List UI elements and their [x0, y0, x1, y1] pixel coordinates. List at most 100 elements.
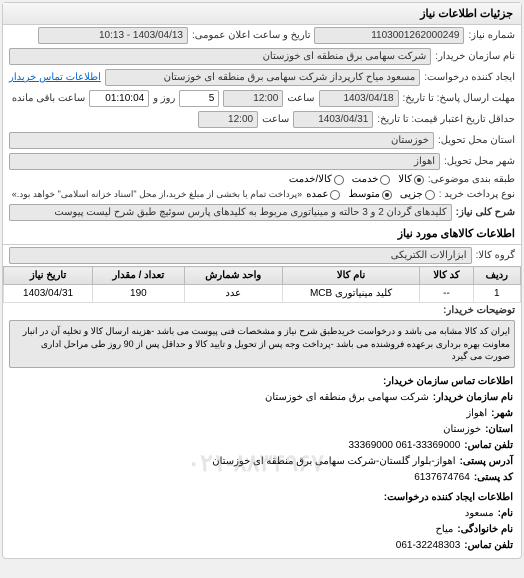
need-number-label: شماره نیاز:	[468, 30, 515, 41]
budget-label: طبقه بندی موضوعی:	[428, 174, 515, 185]
row-need-desc: شرح کلی نیاز: کلیدهای گردان 2 و 3 حالته …	[3, 202, 521, 223]
th-name: نام کالا	[282, 267, 420, 285]
cb-city-label: شهر:	[491, 406, 513, 422]
cr-family: میاح	[435, 522, 453, 538]
cb-postal: اهواز-بلوار گلستان-شرکت سهامی برق منطقه …	[212, 454, 455, 470]
requester-value: مسعود میاح کارپرداز شرکت سهامی برق منطقه…	[105, 69, 420, 86]
radio-icon	[330, 190, 340, 200]
budget-opt3[interactable]: کالا/خدمت	[289, 174, 344, 185]
row-province: استان محل تحویل: خوزستان	[3, 130, 521, 151]
cr-name: مسعود	[465, 506, 494, 522]
row-buytype: نوع پرداخت خرید : جزیی متوسط عمده «پرداخ…	[3, 187, 521, 202]
row-validity: حداقل تاریخ اعتبار قیمت: تا تاریخ: 1403/…	[3, 109, 521, 130]
th-code: کد کالا	[420, 267, 473, 285]
cell-code: --	[420, 285, 473, 303]
cr-name-label: نام:	[498, 506, 513, 522]
cell-qty: 190	[93, 285, 185, 303]
buyer-note-text: ایران کد کالا مشابه می باشد و درخواست خر…	[9, 320, 515, 368]
time-label-1: ساعت	[287, 93, 314, 104]
province-label: استان محل تحویل:	[438, 135, 515, 146]
contact-buyer-title: اطلاعات تماس سازمان خریدار:	[383, 374, 513, 390]
table-row[interactable]: 1 -- کلید مینیاتوری MCB عدد 190 1403/04/…	[4, 285, 521, 303]
buytype-opt3[interactable]: عمده	[306, 189, 340, 200]
city-value: اهواز	[9, 153, 440, 170]
deadline-date: 1403/04/18	[319, 90, 399, 107]
th-date: تاریخ نیاز	[4, 267, 93, 285]
time-label-2: ساعت	[262, 114, 289, 125]
deadline-label: مهلت ارسال پاسخ: تا تاریخ:	[403, 93, 515, 104]
buytype-opt1[interactable]: جزیی	[400, 189, 435, 200]
contact-req-title: اطلاعات ایجاد کننده درخواست:	[384, 490, 513, 506]
row-group: گروه کالا: ابزارالات الکتریکی	[3, 245, 521, 266]
cb-postcode: 6137674764	[414, 470, 470, 486]
buyer-note-label: توضیحات خریدار:	[443, 305, 515, 316]
contact-buyer-section: ۰۲۱-۸۸۳۴۹۶۷۰ اطلاعات تماس سازمان خریدار:…	[3, 370, 521, 558]
contact-link[interactable]: اطلاعات تماس خریدار	[9, 72, 101, 83]
cb-postal-label: آدرس پستی:	[460, 454, 513, 470]
th-unit: واحد شمارش	[184, 267, 282, 285]
budget-opt1[interactable]: کالا	[398, 174, 424, 185]
cb-province-label: استان:	[485, 422, 513, 438]
cell-name: کلید مینیاتوری MCB	[282, 285, 420, 303]
group-label: گروه کالا:	[476, 250, 515, 261]
announce-value: 1403/04/13 - 10:13	[38, 27, 188, 44]
details-panel: جزئیات اطلاعات نیاز شماره نیاز: 11030012…	[2, 2, 522, 559]
radio-icon	[334, 175, 344, 185]
row-budget: طبقه بندی موضوعی: کالا خدمت کالا/خدمت	[3, 172, 521, 187]
buytype-opt3-label: عمده	[306, 189, 328, 200]
cr-phone: 061-32248303	[396, 538, 461, 554]
announce-label: تاریخ و ساعت اعلان عمومی:	[192, 30, 311, 41]
radio-icon	[425, 190, 435, 200]
panel-title: جزئیات اطلاعات نیاز	[3, 3, 521, 25]
radio-icon	[382, 190, 392, 200]
need-number-value: 1103001262000249	[314, 27, 464, 44]
days-value: 5	[179, 90, 219, 107]
budget-opt3-label: کالا/خدمت	[289, 174, 332, 185]
buytype-opt2[interactable]: متوسط	[348, 189, 391, 200]
row-buyer: نام سازمان خریدار: شرکت سهامی برق منطقه …	[3, 46, 521, 67]
city-label: شهر محل تحویل:	[444, 156, 515, 167]
cb-org: شرکت سهامی برق منطقه ای خوزستان	[265, 390, 429, 406]
cell-unit: عدد	[184, 285, 282, 303]
need-desc-label: شرح کلی نیاز:	[456, 207, 515, 218]
requester-label: ایجاد کننده درخواست:	[424, 72, 515, 83]
cb-postcode-label: کد پستی:	[474, 470, 513, 486]
row-buyer-note: توضیحات خریدار:	[3, 303, 521, 318]
cell-row: 1	[473, 285, 520, 303]
cell-date: 1403/04/31	[4, 285, 93, 303]
budget-radio-group: کالا خدمت کالا/خدمت	[289, 174, 424, 185]
table-header-row: ردیف کد کالا نام کالا واحد شمارش تعداد /…	[4, 267, 521, 285]
cb-province: خوزستان	[443, 422, 481, 438]
budget-opt2[interactable]: خدمت	[352, 174, 391, 185]
province-value: خوزستان	[9, 132, 434, 149]
cr-family-label: نام خانوادگی:	[457, 522, 513, 538]
radio-icon	[414, 175, 424, 185]
row-deadline: مهلت ارسال پاسخ: تا تاریخ: 1403/04/18 سا…	[3, 88, 521, 109]
buyer-name-label: نام سازمان خریدار:	[435, 51, 515, 62]
budget-opt2-label: خدمت	[352, 174, 379, 185]
remain-time: 01:10:04	[89, 90, 149, 107]
buytype-radio-group: جزیی متوسط عمده	[306, 189, 435, 200]
th-qty: تعداد / مقدار	[93, 267, 185, 285]
cb-city: اهواز	[466, 406, 487, 422]
budget-opt1-label: کالا	[398, 174, 412, 185]
row-requester: ایجاد کننده درخواست: مسعود میاح کارپرداز…	[3, 67, 521, 88]
days-label: روز و	[153, 93, 175, 104]
payment-note: «پرداخت تمام یا بخشی از مبلغ خرید،از محل…	[12, 189, 302, 200]
cb-phone: 061-33369000 33369000	[349, 438, 461, 454]
buyer-name-value: شرکت سهامی برق منطقه ای خوزستان	[9, 48, 431, 65]
radio-icon	[380, 175, 390, 185]
row-need-number: شماره نیاز: 1103001262000249 تاریخ و ساع…	[3, 25, 521, 46]
cb-org-label: نام سازمان خریدار:	[433, 390, 513, 406]
buytype-opt2-label: متوسط	[348, 189, 379, 200]
buytype-opt1-label: جزیی	[400, 189, 423, 200]
goods-section-title: اطلاعات کالاهای مورد نیاز	[3, 223, 521, 245]
buytype-label: نوع پرداخت خرید :	[439, 189, 515, 200]
deadline-time: 12:00	[223, 90, 283, 107]
cr-phone-label: تلفن تماس:	[464, 538, 513, 554]
need-desc-text: کلیدهای گردان 2 و 3 حالته و مینیاتوری مر…	[9, 204, 452, 221]
validity-time: 12:00	[198, 111, 258, 128]
remain-label: ساعت باقی مانده	[12, 93, 85, 104]
validity-date: 1403/04/31	[293, 111, 373, 128]
th-row: ردیف	[473, 267, 520, 285]
